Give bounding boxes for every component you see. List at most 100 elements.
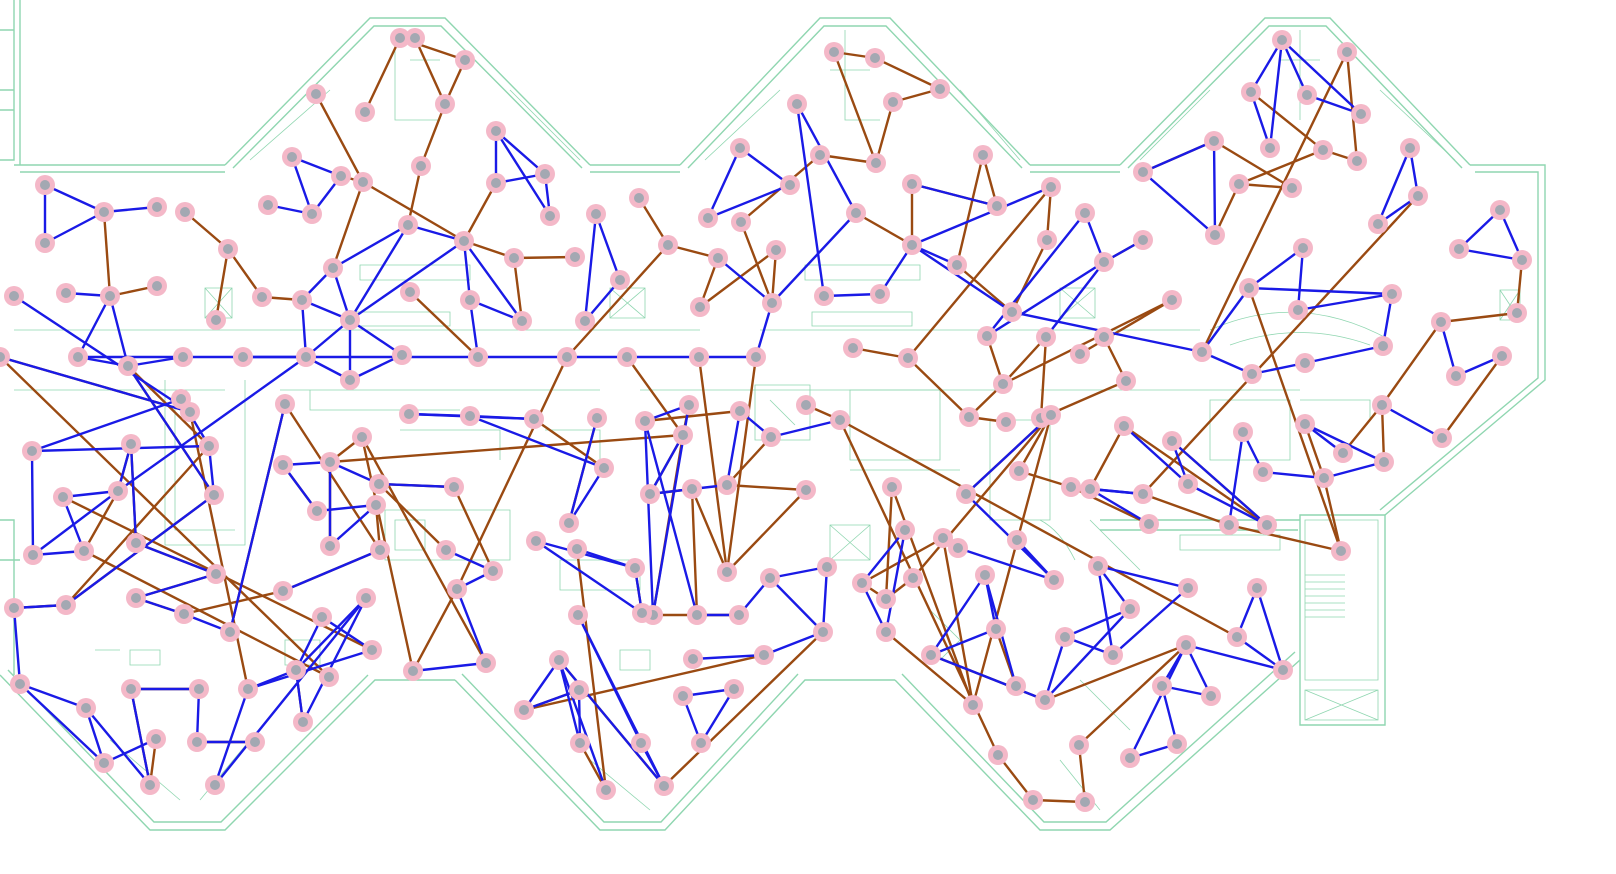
graph-node xyxy=(1295,414,1315,434)
graph-node xyxy=(147,197,167,217)
graph-node-core xyxy=(1247,369,1257,379)
door-connection-edge xyxy=(725,355,758,574)
room-adjacency-edge xyxy=(129,687,152,787)
graph-node-core xyxy=(145,780,155,790)
graph-node-core xyxy=(554,655,564,665)
graph-node xyxy=(1075,203,1095,223)
door-connection-edge xyxy=(1088,424,1126,491)
graph-node-core xyxy=(1099,257,1109,267)
graph-node xyxy=(355,102,375,122)
graph-node xyxy=(570,733,590,753)
graph-node-core xyxy=(312,506,322,516)
door-connection-edge xyxy=(1077,643,1188,747)
graph-node xyxy=(1055,627,1075,647)
room-adjacency-edge xyxy=(1322,460,1386,480)
graph-node xyxy=(435,94,455,114)
graph-node-core xyxy=(488,566,498,576)
room-adjacency-edge xyxy=(884,528,907,634)
graph-node-core xyxy=(1014,466,1024,476)
graph-node-core xyxy=(1042,235,1052,245)
graph-node-core xyxy=(176,394,186,404)
room-adjacency-edge xyxy=(770,211,858,305)
room-adjacency-edge xyxy=(860,528,907,585)
room-adjacency-edge xyxy=(1128,643,1188,760)
graph-node-core xyxy=(1287,183,1297,193)
graph-node-core xyxy=(540,169,550,179)
graph-node-core xyxy=(1040,695,1050,705)
graph-node xyxy=(1002,302,1022,322)
graph-node xyxy=(1257,515,1277,535)
graph-node xyxy=(1103,645,1123,665)
room-adjacency-edge xyxy=(1043,607,1132,702)
graph-node xyxy=(411,156,431,176)
graph-node-core xyxy=(815,150,825,160)
door-connection-edge xyxy=(1200,50,1349,354)
graph-node xyxy=(730,138,750,158)
graph-node xyxy=(973,145,993,165)
graph-node xyxy=(682,479,702,499)
graph-node-core xyxy=(291,665,301,675)
graph-node xyxy=(610,270,630,290)
graph-node xyxy=(1372,395,1392,415)
graph-node xyxy=(1178,474,1198,494)
room-adjacency-edge xyxy=(468,414,606,470)
door-connection-edge xyxy=(419,102,447,168)
graph-node-core xyxy=(991,624,1001,634)
graph-node-core xyxy=(61,600,71,610)
graph-node-core xyxy=(1300,419,1310,429)
graph-node-core xyxy=(637,608,647,618)
room-adjacency-edge xyxy=(348,239,466,322)
door-connection-edge xyxy=(328,433,685,464)
graph-node-core xyxy=(531,536,541,546)
graph-node-core xyxy=(441,545,451,555)
graph-node xyxy=(1373,336,1393,356)
graph-node-core xyxy=(99,207,109,217)
graph-node-core xyxy=(900,525,910,535)
door-connection-edge xyxy=(214,247,230,322)
graph-node-core xyxy=(722,567,732,577)
graph-edges xyxy=(0,36,1524,804)
room-adjacency-edge xyxy=(910,185,1053,247)
room-adjacency-edge xyxy=(76,294,112,359)
graph-node-core xyxy=(204,441,214,451)
graph-node xyxy=(94,753,114,773)
graph-node-core xyxy=(1318,145,1328,155)
graph-node xyxy=(293,712,313,732)
graph-node-core xyxy=(688,654,698,664)
graph-node xyxy=(683,649,703,669)
graph-node-core xyxy=(829,47,839,57)
room-adjacency-edge xyxy=(1141,170,1217,237)
graph-node xyxy=(698,208,718,228)
door-connection-edge xyxy=(698,248,778,309)
graph-node xyxy=(1036,327,1056,347)
graph-node-core xyxy=(210,780,220,790)
room-adjacency-edge xyxy=(468,414,536,421)
graph-node xyxy=(1176,635,1196,655)
graph-node xyxy=(1009,461,1029,481)
graph-node xyxy=(258,195,278,215)
graph-node xyxy=(1273,660,1293,680)
graph-node xyxy=(1075,792,1095,812)
graph-node xyxy=(76,698,96,718)
graph-node-core xyxy=(81,703,91,713)
graph-node xyxy=(1239,278,1259,298)
graph-node-core xyxy=(615,275,625,285)
graph-node-core xyxy=(1379,457,1389,467)
graph-node-core xyxy=(1085,484,1095,494)
graph-node-core xyxy=(126,684,136,694)
graph-node-core xyxy=(848,343,858,353)
graph-node-core xyxy=(735,406,745,416)
graph-node xyxy=(273,581,293,601)
door-connection-edge xyxy=(1237,148,1325,186)
graph-node-core xyxy=(992,201,1002,211)
room-adjacency-edge xyxy=(18,682,106,765)
graph-node xyxy=(746,347,766,367)
room-adjacency-edge xyxy=(769,418,842,439)
door-connection-edge xyxy=(941,536,975,707)
graph-node xyxy=(567,539,587,559)
graph-node xyxy=(866,153,886,173)
graph-node xyxy=(1133,162,1153,182)
graph-node-core xyxy=(1099,332,1109,342)
graph-node xyxy=(594,458,614,478)
